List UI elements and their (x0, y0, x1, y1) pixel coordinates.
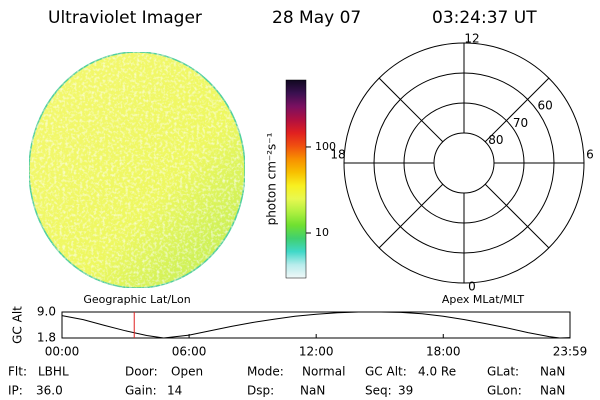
status-value: 36.0 (36, 384, 63, 398)
x-tick-label: 18:00 (426, 345, 461, 359)
date: 28 May 07 (272, 8, 361, 28)
polar-spoke (484, 77, 550, 143)
colorbar-tick-label: 100 (315, 140, 336, 153)
polar-theta-label: 18 (330, 148, 345, 162)
polar-theta-label: 6 (586, 148, 594, 162)
status-label: Door: (125, 365, 158, 379)
status-label: Flt: (8, 365, 27, 379)
status-label: Mode: (247, 365, 284, 379)
x-tick-label: 06:00 (172, 345, 207, 359)
title: Ultraviolet Imager (48, 8, 202, 28)
y-tick-label: 1.8 (37, 331, 56, 345)
status-label: GLat: (487, 365, 519, 379)
colorbar (285, 79, 307, 279)
x-tick-label: 12:00 (299, 345, 334, 359)
time: 03:24:37 UT (432, 8, 537, 28)
polar-spoke (484, 183, 550, 249)
status-label: GC Alt: (365, 365, 407, 379)
polar-spoke (378, 77, 444, 143)
right-label: Apex MLat/MLT (442, 293, 525, 306)
status-value: NaN (300, 384, 325, 398)
polar-ring-label: 80 (488, 133, 503, 147)
polar-ring-label: 60 (537, 99, 552, 113)
uv-image (28, 51, 246, 289)
left-label: Geographic Lat/Lon (83, 293, 190, 306)
status-label: Seq: (365, 384, 392, 398)
colorbar-tick-label: 10 (315, 226, 329, 239)
x-tick-label: 23:59 (553, 345, 588, 359)
status-value: Open (171, 365, 203, 379)
status-value: NaN (540, 365, 565, 379)
polar-ring (433, 132, 495, 194)
polar-theta-label: 12 (464, 32, 479, 46)
altitude-line (61, 311, 571, 339)
status-value: 39 (398, 384, 413, 398)
y-axis-label: GC Alt (11, 306, 25, 344)
polar-theta-label: 0 (468, 280, 476, 294)
status-value: Normal (302, 365, 345, 379)
status-label: Gain: (125, 384, 157, 398)
status-label: IP: (8, 384, 23, 398)
polar-ring-label: 70 (513, 116, 528, 130)
status-value: 14 (167, 384, 182, 398)
y-tick-label: 9.0 (37, 305, 56, 319)
colorbar-label: photon cm⁻²s⁻¹ (265, 132, 279, 225)
status-value: NaN (540, 384, 565, 398)
x-tick-label: 00:00 (45, 345, 80, 359)
status-label: GLon: (487, 384, 522, 398)
status-label: Dsp: (247, 384, 274, 398)
polar-spoke (378, 183, 444, 249)
status-value: 4.0 Re (418, 365, 456, 379)
status-value: LBHL (38, 365, 69, 379)
